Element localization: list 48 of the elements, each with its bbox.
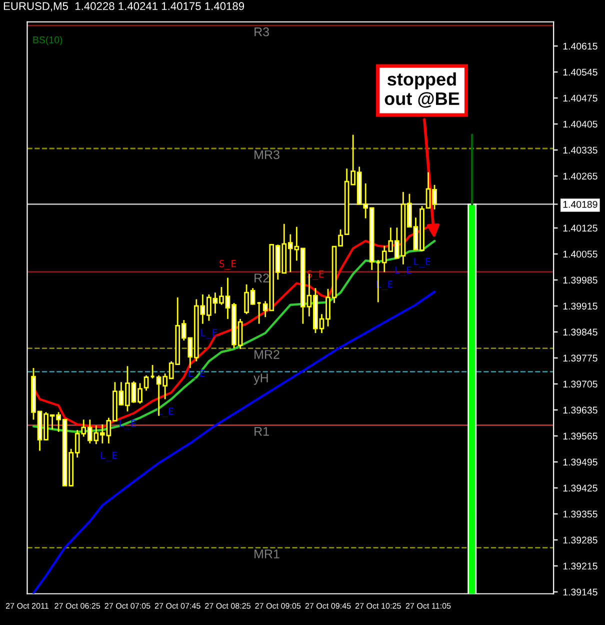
annotation: stopped out @BE [384,72,460,108]
annotation: L_E [414,258,430,268]
y-tick-label: 1.39705 [563,380,598,388]
y-tick-label: 1.40125 [563,224,598,232]
annotation: S_E [220,260,236,270]
ref-line-label: MR3 [254,150,280,160]
text: BS(10) [33,36,62,46]
y-tick-label: 1.39775 [563,354,598,362]
y-tick-label: 1.40189 [563,200,598,208]
chart-title: EURUSD,M5 1.40228 1.40241 1.40175 1.40189 [4,2,244,12]
ref-line-label: yH [254,374,268,385]
y-tick-label: 1.40615 [563,42,598,50]
x-tick-label: 27 Oct 08:25 [205,602,250,609]
annotation: L_E [100,452,117,462]
ref-line-label: MR1 [254,550,280,558]
x-tick-label: 27 Oct 07:45 [154,602,200,609]
y-tick-label: 1.40475 [563,94,598,102]
annotation: S_E [307,270,324,280]
y-tick-label: 1.39565 [563,432,598,440]
x-tick-label: 27 Oct 07:05 [104,602,150,609]
y-tick-label: 1.40545 [563,68,598,76]
annotation: L_E [201,329,218,339]
y-tick-label: 1.39425 [563,484,598,492]
y-tick-label: 1.40055 [563,250,598,258]
y-tick-label: 1.39285 [563,536,598,544]
y-tick-label: 1.39145 [563,588,598,596]
ref-line-label: R1 [254,427,269,436]
y-tick-label: 1.40265 [563,172,598,180]
annotation: L_E [395,266,412,276]
y-tick-label: 1.39355 [563,510,598,518]
y-tick-label: 1.39985 [563,276,598,284]
x-tick-label: 27 Oct 09:45 [305,602,351,609]
line-series [32,290,436,594]
x-tick-label: 27 Oct 10:25 [355,602,401,609]
x-tick-label: 27 Oct 06:25 [54,602,100,609]
y-tick-label: 1.39215 [563,562,598,570]
y-tick-label: 1.39495 [563,458,598,466]
ref-line-label: R2 [254,274,269,282]
y-tick-label: 1.39635 [563,406,598,414]
ref-line-label: R3 [254,27,269,36]
x-tick-label: 27 Oct 11:05 [406,602,451,609]
x-tick-label: 27 Oct 2011 [6,602,48,609]
y-tick-label: 1.39915 [563,302,598,310]
x-tick-label: 27 Oct 09:05 [255,602,301,609]
y-tick-label: 1.40405 [563,120,598,128]
ref-line-label: MR2 [254,350,280,359]
y-tick-label: 1.40335 [563,146,598,154]
y-tick-label: 1.39845 [563,328,598,336]
